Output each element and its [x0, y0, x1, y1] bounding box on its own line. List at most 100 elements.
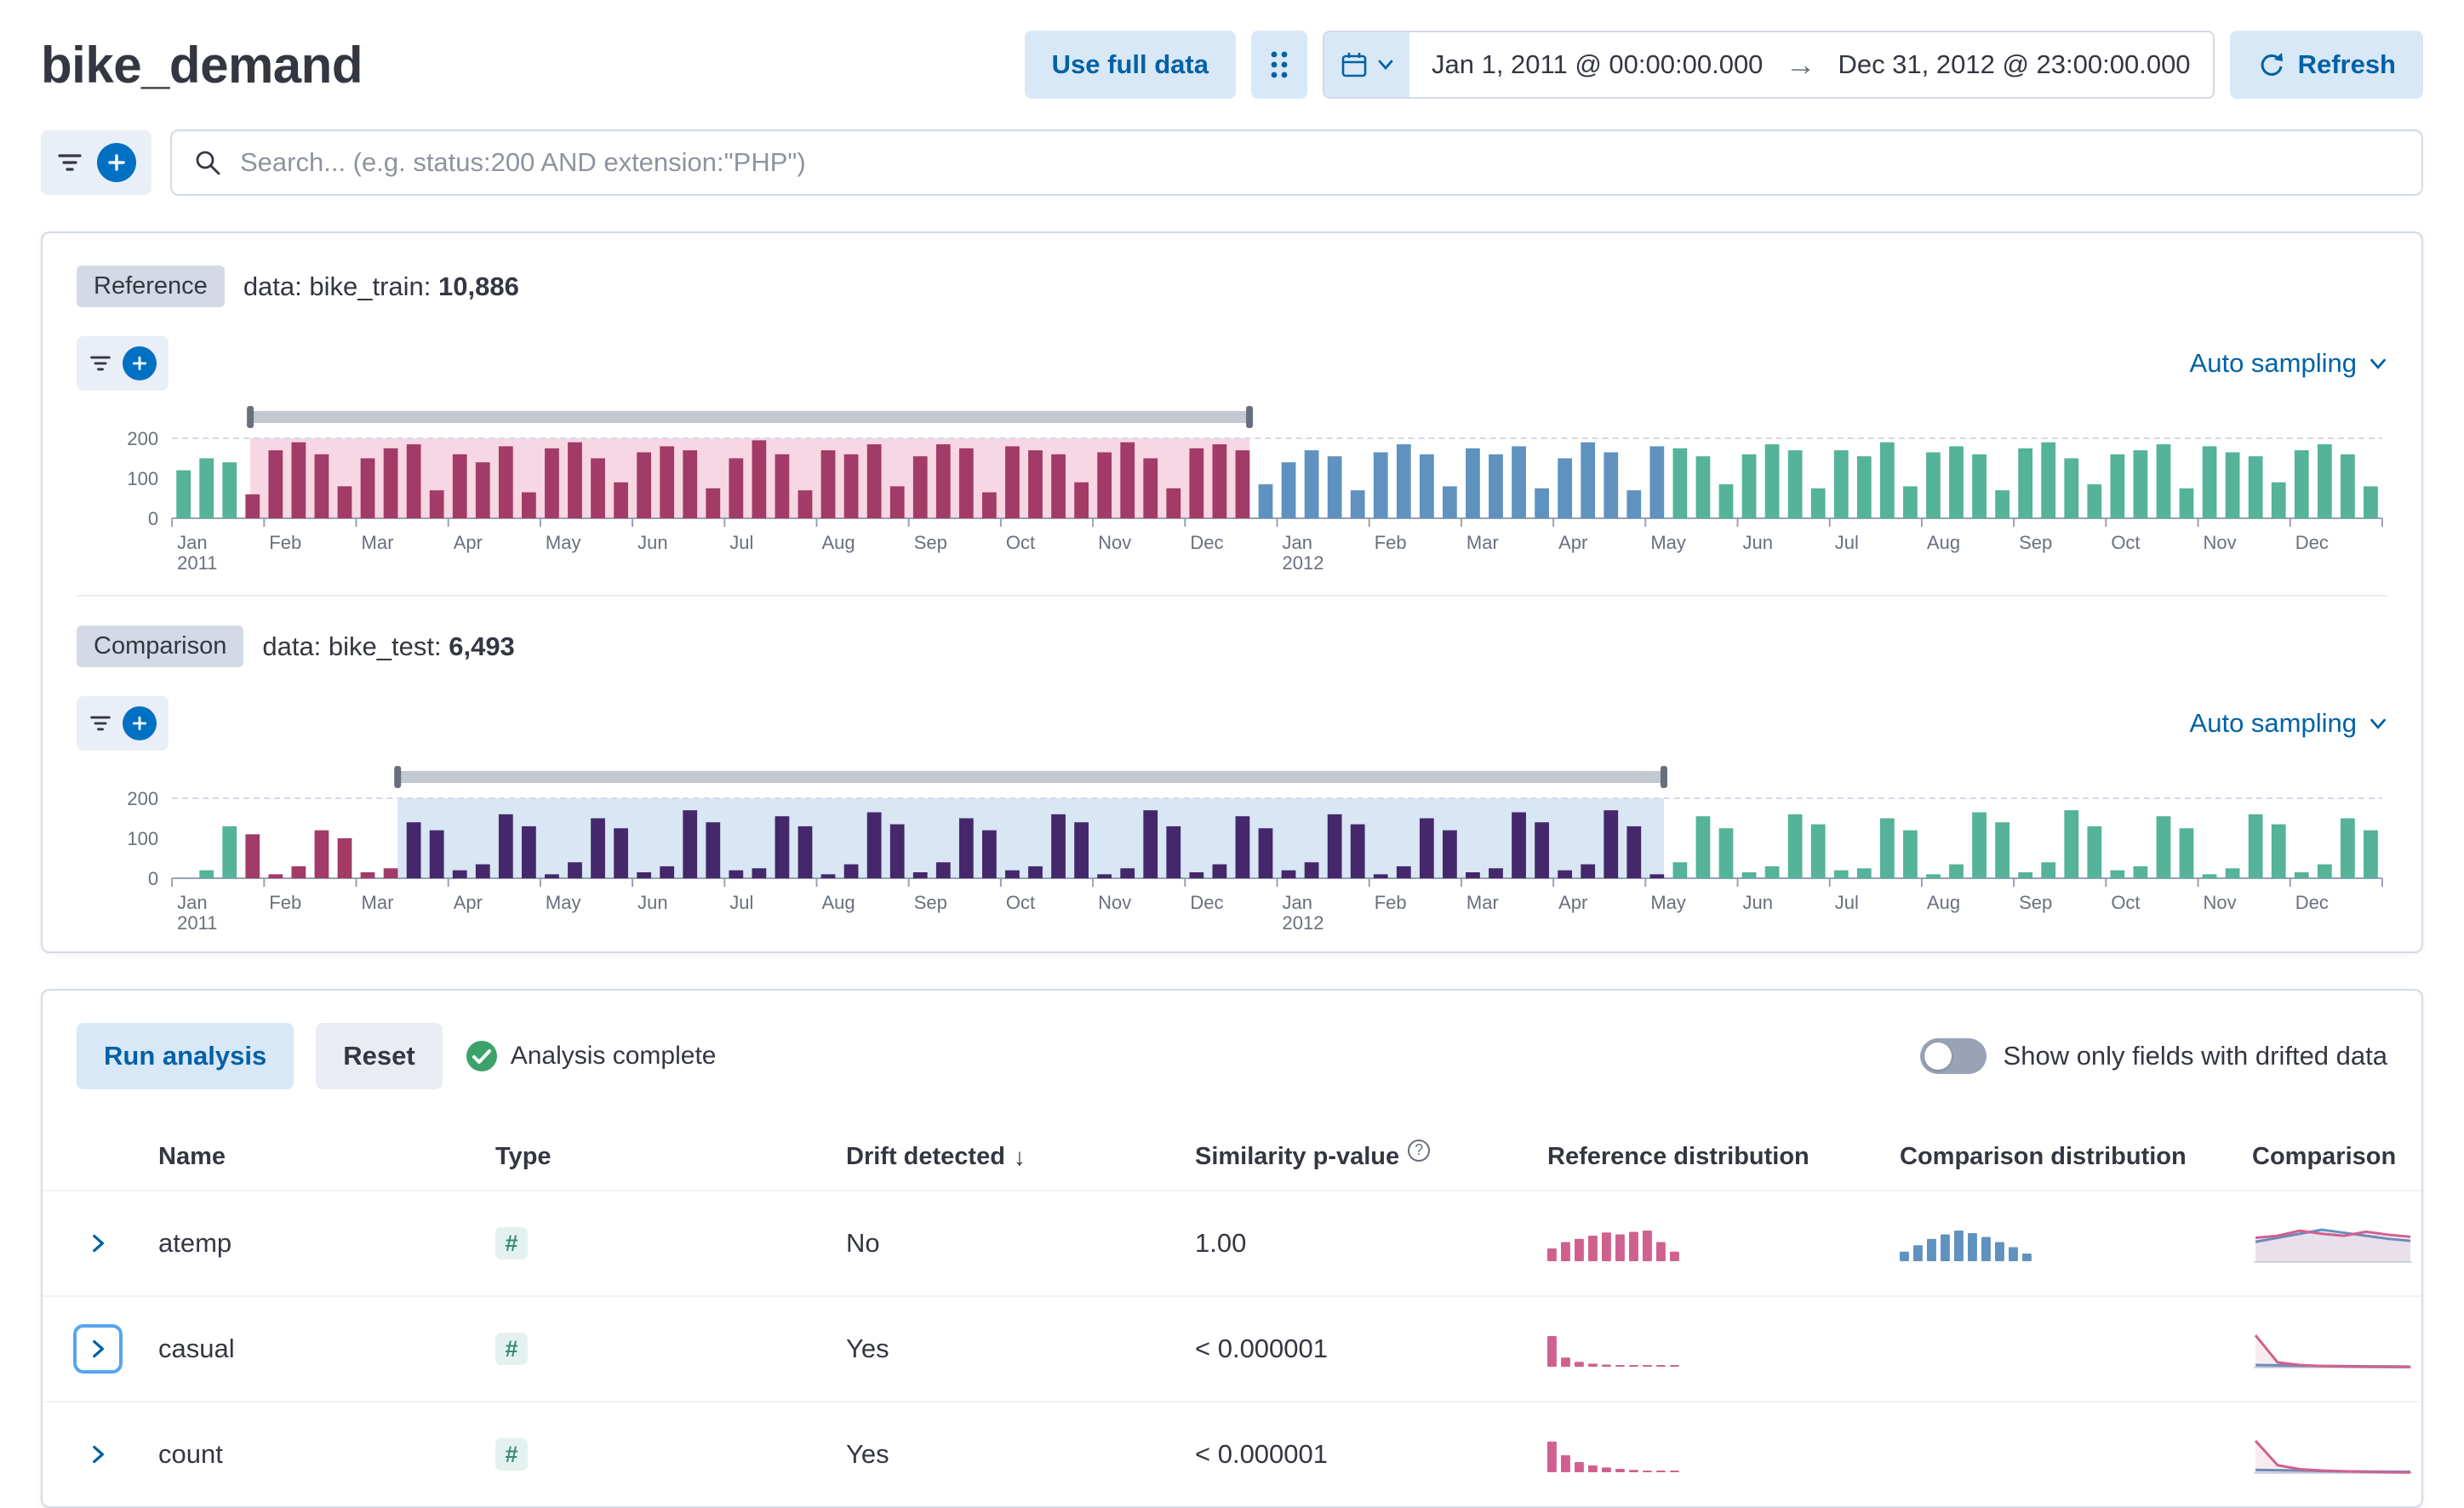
- end-date[interactable]: Dec 31, 2012 @ 23:00:00.000: [1838, 49, 2191, 79]
- field-name: atemp: [158, 1228, 232, 1259]
- svg-text:100: 100: [127, 828, 158, 849]
- column-header-p-value[interactable]: Similarity p-value ?: [1195, 1139, 1547, 1171]
- use-full-data-label: Use full data: [1051, 49, 1209, 79]
- top-bar: bike_demand Use full data: [41, 31, 2423, 99]
- filter-button[interactable]: [56, 150, 83, 175]
- expand-row-button[interactable]: [77, 1433, 119, 1476]
- use-full-data-button[interactable]: Use full data: [1024, 31, 1236, 99]
- drift-detected-value: Yes: [846, 1334, 889, 1364]
- svg-text:Feb: Feb: [1375, 892, 1407, 913]
- svg-text:Jan: Jan: [177, 892, 207, 913]
- p-value: 1.00: [1195, 1228, 1247, 1259]
- filter-icon: [90, 356, 111, 371]
- grip-icon: [1271, 51, 1288, 78]
- svg-text:Nov: Nov: [1098, 532, 1131, 553]
- expand-row-button[interactable]: [77, 1328, 119, 1370]
- svg-text:Jan: Jan: [1283, 532, 1312, 553]
- add-filter-button[interactable]: [97, 143, 136, 182]
- svg-text:Aug: Aug: [822, 532, 855, 553]
- drift-detected-value: No: [846, 1228, 880, 1259]
- svg-text:Jun: Jun: [637, 892, 667, 913]
- run-analysis-button[interactable]: Run analysis: [77, 1023, 294, 1090]
- refresh-button[interactable]: Refresh: [2229, 31, 2423, 99]
- svg-text:200: 200: [127, 428, 158, 449]
- svg-text:Mar: Mar: [362, 532, 394, 553]
- svg-text:Feb: Feb: [269, 532, 301, 553]
- reference-auto-sampling-dropdown[interactable]: Auto sampling: [2190, 348, 2387, 379]
- grip-menu-button[interactable]: [1251, 31, 1307, 99]
- chevron-right-icon: [93, 1234, 104, 1253]
- top-bar-controls: Use full data: [1024, 31, 2423, 99]
- svg-text:200: 200: [127, 788, 158, 809]
- filter-button[interactable]: [89, 352, 112, 374]
- reset-button[interactable]: Reset: [316, 1023, 443, 1090]
- reference-distribution-chart: [1547, 1435, 1900, 1474]
- column-header-drift-detected[interactable]: Drift detected ↓: [846, 1143, 1026, 1171]
- svg-text:Mar: Mar: [1466, 532, 1499, 553]
- expand-row-button[interactable]: [77, 1222, 119, 1265]
- date-range-picker: Jan 1, 2011 @ 00:00:00.000 → Dec 31, 201…: [1323, 31, 2215, 99]
- column-header-type[interactable]: Type: [495, 1143, 552, 1171]
- toggle-knob: [1924, 1042, 1952, 1071]
- reference-badge: Reference: [77, 266, 225, 307]
- comparison-doc-count: data: bike_test: 6,493: [262, 631, 514, 662]
- filter-icon: [90, 716, 111, 731]
- number-type-icon: #: [495, 1333, 528, 1366]
- drifted-fields-toggle-label: Show only fields with drifted data: [2003, 1041, 2387, 1071]
- svg-text:Mar: Mar: [1466, 892, 1499, 913]
- table-row[interactable]: atemp # No 1.00: [43, 1190, 2421, 1295]
- analysis-status-label: Analysis complete: [510, 1042, 717, 1071]
- table-row[interactable]: count # Yes < 0.000001: [43, 1401, 2421, 1506]
- svg-text:0: 0: [148, 508, 158, 529]
- svg-text:Nov: Nov: [2204, 532, 2237, 553]
- start-date[interactable]: Jan 1, 2011 @ 00:00:00.000: [1432, 49, 1764, 79]
- svg-text:Jul: Jul: [1835, 892, 1859, 913]
- svg-text:Sep: Sep: [2019, 892, 2052, 913]
- column-header-name[interactable]: Name: [158, 1143, 226, 1171]
- svg-text:Aug: Aug: [822, 892, 855, 913]
- drift-results-table: Name Type Drift detected ↓ Similarity p-…: [43, 1128, 2421, 1506]
- table-header-row: Name Type Drift detected ↓ Similarity p-…: [43, 1128, 2421, 1190]
- number-type-icon: #: [495, 1438, 528, 1471]
- plus-icon: [132, 356, 147, 371]
- svg-text:Feb: Feb: [269, 892, 301, 913]
- run-analysis-label: Run analysis: [104, 1041, 267, 1071]
- drifted-fields-toggle[interactable]: [1919, 1038, 1987, 1075]
- column-header-comparison: Comparison: [2252, 1143, 2397, 1171]
- svg-text:Oct: Oct: [1006, 892, 1035, 913]
- reference-timeline-chart[interactable]: 200 100 0 Jan 2011 Feb Mar Apr May Jun Jul Aug Sep Oc…: [77, 403, 2387, 569]
- analysis-card: Run analysis Reset Analysis complete Sho…: [41, 989, 2423, 1508]
- svg-text:Jan: Jan: [1283, 892, 1312, 913]
- filter-controls: [41, 130, 151, 195]
- table-row[interactable]: casual # Yes < 0.000001: [43, 1295, 2421, 1401]
- p-value: < 0.000001: [1195, 1439, 1329, 1470]
- svg-text:Sep: Sep: [2019, 532, 2052, 553]
- query-bar: [41, 129, 2423, 196]
- analysis-status: Analysis complete: [465, 1039, 717, 1073]
- quick-select-date-button[interactable]: [1324, 32, 1409, 97]
- add-filter-button[interactable]: [123, 346, 157, 380]
- svg-text:Apr: Apr: [1558, 532, 1587, 553]
- svg-text:Oct: Oct: [2111, 892, 2140, 913]
- reference-distribution-chart: [1547, 1329, 1900, 1368]
- drift-detected-value: Yes: [846, 1439, 889, 1470]
- comparison-auto-sampling-dropdown[interactable]: Auto sampling: [2190, 708, 2387, 739]
- filter-icon: [58, 154, 82, 171]
- svg-text:Dec: Dec: [1190, 532, 1223, 553]
- svg-text:Jul: Jul: [1835, 532, 1859, 553]
- comparison-timeline-chart[interactable]: 200 100 0 Jan 2011 Feb Mar Apr May Jun Jul Aug Sep Oc…: [77, 763, 2387, 929]
- column-header-comparison-distribution: Comparison distribution: [1900, 1143, 2187, 1171]
- svg-text:Jul: Jul: [729, 532, 753, 553]
- field-name: casual: [158, 1334, 235, 1364]
- search-input[interactable]: [238, 146, 2401, 179]
- field-name: count: [158, 1439, 223, 1470]
- page-title: bike_demand: [41, 36, 363, 94]
- svg-text:0: 0: [148, 868, 158, 889]
- svg-text:Jan: Jan: [177, 532, 207, 553]
- data-selection-card: Reference data: bike_train: 10,886: [41, 231, 2423, 954]
- filter-button[interactable]: [89, 712, 112, 734]
- add-filter-button[interactable]: [123, 706, 157, 741]
- reference-distribution-chart: [1547, 1224, 1900, 1263]
- section-divider: [77, 595, 2387, 597]
